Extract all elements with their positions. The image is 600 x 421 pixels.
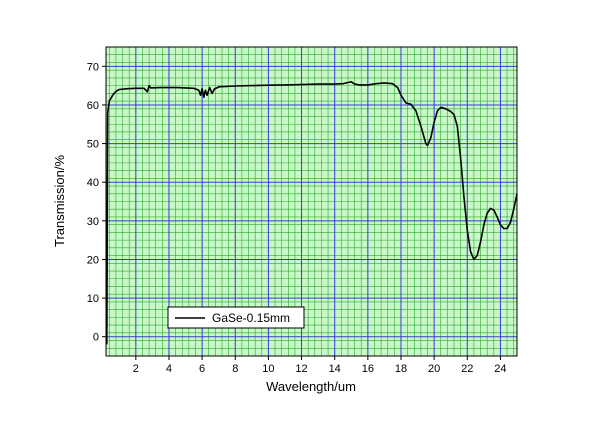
y-axis-title: Transmission/%: [52, 155, 67, 247]
x-tick-label: 8: [232, 363, 238, 375]
y-tick-label: 60: [87, 100, 99, 112]
x-tick-label: 6: [199, 363, 205, 375]
minor-grid: [106, 47, 517, 356]
x-tick-label: 24: [494, 363, 506, 375]
x-axis-title: Wavelength/um: [266, 379, 356, 394]
y-tick-label: 70: [87, 61, 99, 73]
x-tick-label: 4: [166, 363, 172, 375]
x-tick-label: 10: [262, 363, 274, 375]
major-grid: [106, 47, 517, 356]
y-tick-label: 30: [87, 216, 99, 228]
x-tick-label: 16: [362, 363, 374, 375]
y-tick-label: 20: [87, 254, 99, 266]
x-tick-label: 14: [329, 363, 341, 375]
y-tick-label: 10: [87, 293, 99, 305]
y-axis-ticks: 0 10 20 30 40 50 60 70: [87, 61, 106, 344]
legend-label: GaSe-0.15mm: [212, 311, 290, 325]
legend-box: [167, 306, 305, 329]
x-tick-label: 12: [295, 363, 307, 375]
y-tick-label: 50: [87, 139, 99, 151]
x-tick-label: 2: [133, 363, 139, 375]
series-line-gase-0-15mm: [106, 81, 518, 345]
plot-frame: [105, 46, 518, 357]
x-tick-label: 22: [461, 363, 473, 375]
x-axis-ticks: 2 4 6 8 10 12 14 16 18 20 22 24: [133, 356, 507, 375]
x-tick-label: 20: [428, 363, 440, 375]
legend: GaSe-0.15mm: [167, 306, 305, 329]
y-tick-label: 40: [87, 177, 99, 189]
x-tick-label: 18: [395, 363, 407, 375]
y-tick-label: 0: [93, 332, 99, 344]
